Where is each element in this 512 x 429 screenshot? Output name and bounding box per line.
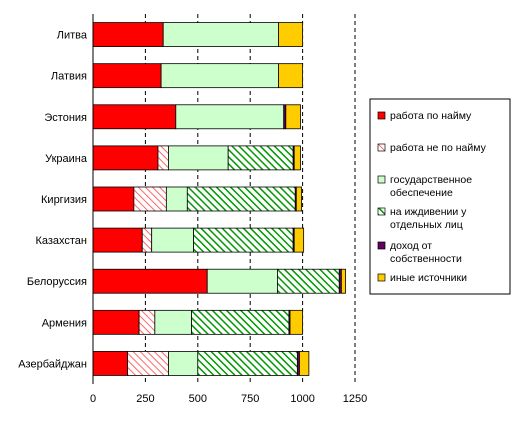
legend-swatch (377, 241, 386, 250)
bar-segment (160, 63, 279, 89)
bar-segment (151, 227, 195, 253)
bar-segment (92, 227, 143, 253)
x-tick-label: 750 (241, 393, 259, 405)
legend-label: на иждивении у отдельных лиц (390, 206, 467, 231)
bar-segment (138, 309, 156, 335)
bar-segment (299, 351, 310, 376)
bar-segment (165, 186, 188, 212)
category-label: Украина (45, 153, 88, 165)
bar-segment (168, 145, 229, 171)
legend-label: работа не по найму (390, 142, 487, 154)
bar-segment (186, 186, 296, 212)
legend-label: государственное обеспечение (390, 174, 472, 199)
x-tick-label: 1000 (290, 393, 314, 405)
bar-segment (92, 22, 164, 47)
legend-swatch (377, 111, 386, 120)
bar-segment (168, 351, 199, 376)
bar-segment (92, 268, 208, 294)
category-label: Белоруссия (27, 276, 87, 288)
category-label: Казахстан (35, 235, 87, 247)
bar-segment (227, 145, 294, 171)
bar-segment (162, 22, 279, 47)
legend-label: работа по найму (390, 110, 472, 122)
bar-segment (92, 104, 177, 130)
bar-segment (278, 22, 304, 47)
bar-segment (197, 351, 298, 376)
bar-segment (285, 104, 301, 130)
bar-segment (295, 186, 302, 212)
x-tick-label: 1250 (343, 393, 367, 405)
bar-segment (141, 227, 153, 253)
category-label: Эстония (44, 112, 87, 124)
bar-segment (92, 351, 128, 376)
bar-segment (277, 268, 340, 294)
x-tick-label: 500 (189, 393, 207, 405)
legend-swatch (377, 175, 386, 184)
bar-segment (92, 186, 135, 212)
bar-segment (133, 186, 167, 212)
bar-segment (289, 309, 303, 335)
bar-segment (278, 63, 304, 89)
bar-segment (127, 351, 169, 376)
bar-segment (175, 104, 285, 130)
legend-box (369, 98, 511, 295)
legend-label: доход от собственности (390, 240, 462, 265)
category-label: Литва (57, 30, 88, 42)
bar-segment (154, 309, 192, 335)
bar-segment (193, 227, 294, 253)
bar-segment (157, 145, 169, 171)
bars (92, 22, 346, 376)
category-label: Латвия (51, 71, 87, 83)
category-label: Азербайджан (18, 358, 87, 370)
bar-segment (293, 227, 305, 253)
bar-segment (92, 145, 159, 171)
bar-segment (206, 268, 278, 294)
bar-segment (340, 268, 346, 294)
bar-segment (92, 63, 162, 89)
category-label: Киргизия (41, 194, 87, 206)
x-tick-label: 0 (90, 393, 96, 405)
legend: работа по найму работа не по найму государ… (369, 98, 511, 295)
legend-swatch (377, 143, 386, 152)
axes: 0 250 500 750 1000 1250 Литва Латвия Эстония Укра… (18, 14, 367, 405)
category-label: Армения (42, 317, 87, 329)
bar-segment (293, 145, 301, 171)
bar-segment (191, 309, 290, 335)
legend-swatch (377, 273, 386, 282)
legend-swatch (377, 207, 386, 216)
bar-segment (92, 309, 140, 335)
x-tick-label: 250 (136, 393, 154, 405)
legend-label: иные источники (390, 272, 467, 284)
